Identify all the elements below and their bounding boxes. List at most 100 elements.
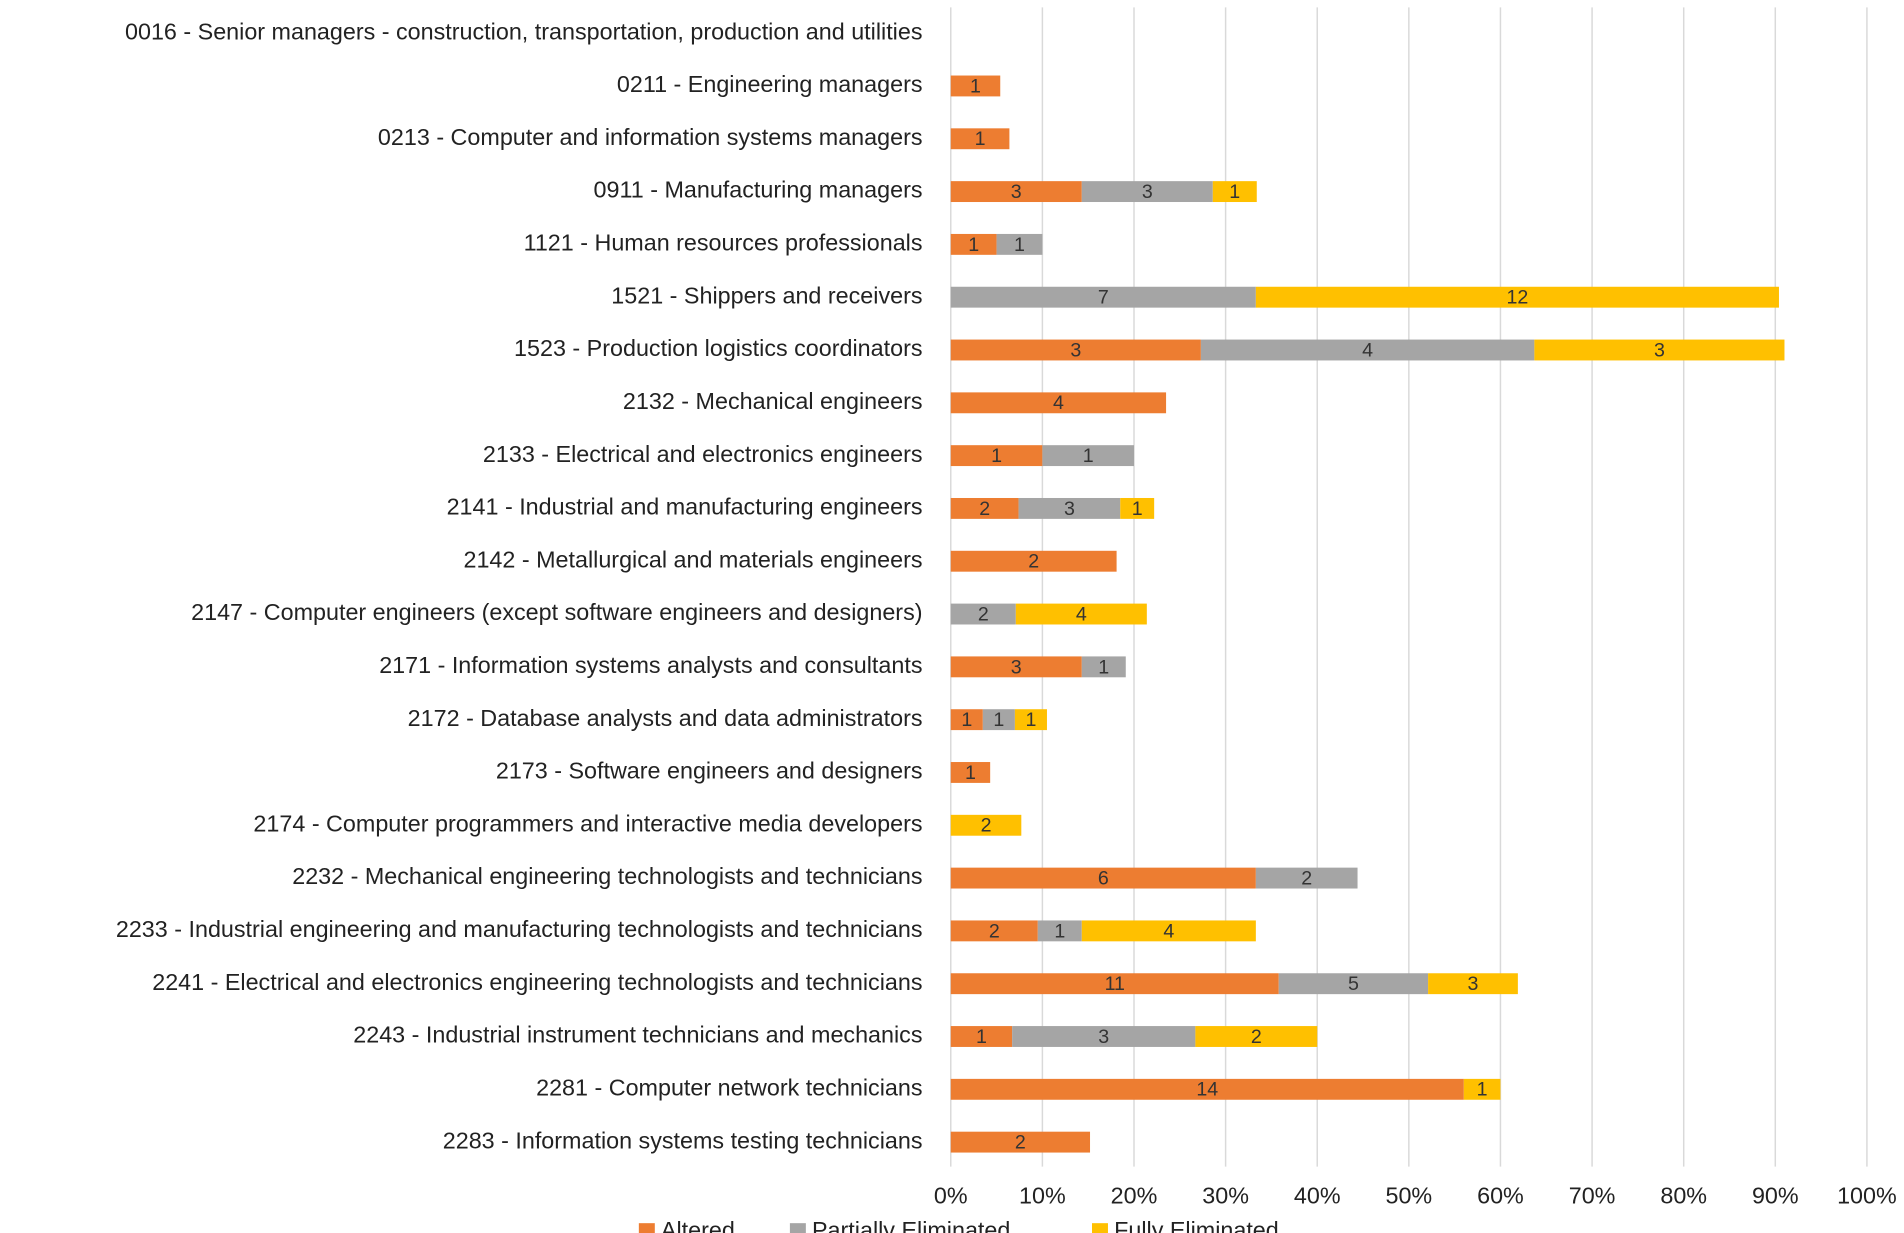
x-tick-label: 80% <box>1660 1183 1707 1209</box>
data-label: 1 <box>970 75 981 97</box>
y-tick-label: 1523 - Production logistics coordinators <box>514 335 922 361</box>
data-label: 5 <box>1348 973 1359 995</box>
bar-segment <box>1018 497 1121 519</box>
data-label: 4 <box>1362 339 1373 361</box>
bar-segment <box>950 550 1117 572</box>
bar-segment <box>950 973 1279 995</box>
legend-swatch <box>789 1223 806 1233</box>
bar-segment <box>950 286 1256 308</box>
y-tick-label: 2141 - Industrial and manufacturing engi… <box>447 494 923 520</box>
legend-swatch <box>1092 1223 1108 1233</box>
y-tick-label: 2243 - Industrial instrument technicians… <box>353 1022 922 1048</box>
bar-segment <box>1255 867 1358 889</box>
x-tick-label: 40% <box>1294 1183 1341 1209</box>
y-tick-label: 2232 - Mechanical engineering technologi… <box>292 863 922 889</box>
bar-segment <box>1195 1026 1318 1047</box>
bar-segment <box>950 1078 1464 1100</box>
data-label: 11 <box>1105 973 1125 995</box>
bar-segment <box>982 709 1015 731</box>
bar-segment <box>950 656 1082 678</box>
bar-segment <box>950 709 983 731</box>
bar-segment <box>1081 920 1256 942</box>
data-label: 4 <box>1076 603 1087 625</box>
data-label: 1 <box>1477 1079 1488 1101</box>
bar-segment <box>950 181 1082 203</box>
data-label: 1 <box>993 709 1004 731</box>
y-tick-label: 2241 - Electrical and electronics engine… <box>152 969 922 995</box>
data-label: 1 <box>961 709 972 731</box>
y-tick-label: 2283 - Information systems testing techn… <box>443 1127 923 1153</box>
bar-segment <box>950 233 997 255</box>
data-label: 4 <box>1053 392 1064 414</box>
data-label: 4 <box>1163 920 1174 942</box>
bar-segment <box>950 603 1016 625</box>
data-label: 12 <box>1506 287 1528 309</box>
data-label: 2 <box>1251 1026 1262 1048</box>
bar-segment <box>950 392 1167 414</box>
legend-label: Fully Eliminated <box>1114 1217 1279 1233</box>
bar-segment <box>950 920 1038 942</box>
data-label: 3 <box>1064 498 1075 520</box>
bar-segment <box>1200 339 1535 361</box>
bar-segment <box>1081 181 1213 203</box>
data-label: 2 <box>989 920 1000 942</box>
data-label: 1 <box>1083 445 1094 467</box>
legend-label: Partially Eliminated <box>812 1217 1010 1233</box>
y-tick-label: 2174 - Computer programmers and interact… <box>253 810 922 836</box>
data-label: 1 <box>975 128 986 150</box>
data-label: 6 <box>1098 867 1109 889</box>
y-tick-label: 0016 - Senior managers - construction, t… <box>125 18 923 44</box>
bar-segment <box>1255 286 1779 308</box>
y-tick-label: 2132 - Mechanical engineers <box>623 388 923 414</box>
data-label: 1 <box>968 234 979 256</box>
y-tick-label: 2133 - Electrical and electronics engine… <box>483 441 923 467</box>
bar-segment <box>950 128 1010 150</box>
data-label: 3 <box>1098 1026 1109 1048</box>
data-label: 2 <box>978 603 989 625</box>
bar-segment <box>1120 497 1155 519</box>
bar-segment <box>950 1026 1013 1047</box>
data-label: 1 <box>976 1026 987 1048</box>
bar-segment <box>950 762 991 783</box>
data-label: 14 <box>1196 1079 1218 1101</box>
bar-segment <box>950 814 1022 836</box>
y-tick-label: 1121 - Human resources professionals <box>524 230 923 256</box>
data-label: 1 <box>1229 181 1240 203</box>
y-tick-label: 0911 - Manufacturing managers <box>594 177 923 203</box>
data-label: 2 <box>1015 1132 1026 1154</box>
legend-swatch <box>638 1223 655 1233</box>
y-tick-label: 2173 - Software engineers and designers <box>496 758 923 784</box>
x-tick-label: 100% <box>1837 1183 1897 1209</box>
bar-segment <box>1534 339 1785 361</box>
y-tick-label: 1521 - Shippers and receivers <box>611 282 922 308</box>
x-tick-label: 0% <box>934 1183 968 1209</box>
x-tick-label: 60% <box>1477 1183 1524 1209</box>
bar-segment <box>1042 445 1135 467</box>
data-label: 3 <box>1070 339 1081 361</box>
y-tick-label: 2233 - Industrial engineering and manufa… <box>116 916 923 942</box>
bar-segment <box>1014 709 1047 731</box>
data-label: 1 <box>1098 656 1109 678</box>
legend-label: Altered <box>661 1217 735 1233</box>
y-tick-label: 0211 - Engineering managers <box>617 71 923 97</box>
data-label: 1 <box>1132 498 1143 520</box>
y-tick-label: 2172 - Database analysts and data admini… <box>408 705 923 731</box>
x-tick-label: 30% <box>1202 1183 1249 1209</box>
bar-segment <box>1278 973 1429 995</box>
data-label: 3 <box>1142 181 1153 203</box>
x-tick-label: 50% <box>1385 1183 1432 1209</box>
bar-segment <box>1012 1026 1196 1047</box>
y-tick-label: 2171 - Information systems analysts and … <box>379 652 922 678</box>
x-tick-label: 90% <box>1752 1183 1799 1209</box>
y-tick-label: 0213 - Computer and information systems … <box>378 124 923 150</box>
data-label: 2 <box>979 498 990 520</box>
y-tick-label: 2281 - Computer network technicians <box>536 1074 922 1100</box>
data-label: 7 <box>1098 287 1109 309</box>
data-label: 2 <box>1301 867 1312 889</box>
data-label: 3 <box>1654 339 1665 361</box>
bar-segment <box>950 339 1201 361</box>
bar-segment <box>950 75 1001 97</box>
data-label: 3 <box>1011 181 1022 203</box>
data-label: 2 <box>1028 551 1039 573</box>
bar-segment <box>1081 656 1126 678</box>
